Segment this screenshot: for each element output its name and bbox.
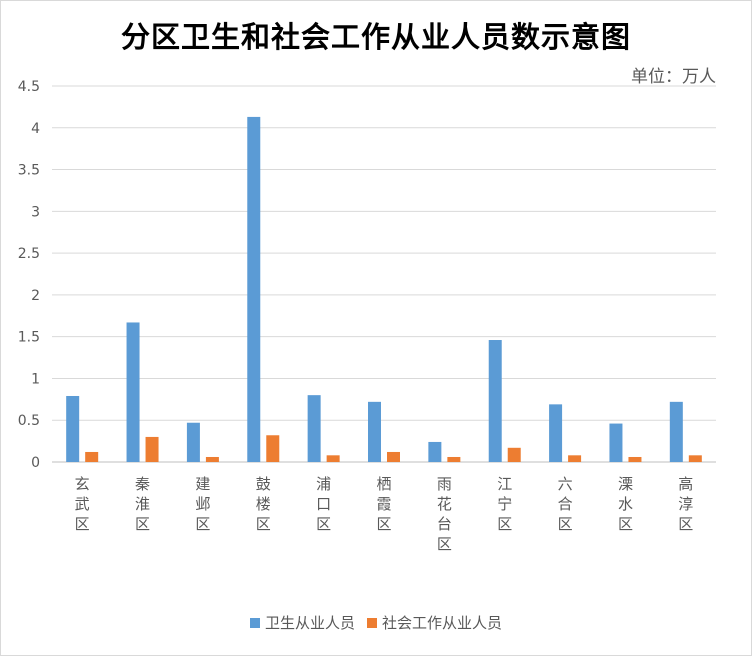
bar-health — [609, 423, 623, 462]
legend-item: 社会工作从业人员 — [367, 612, 502, 633]
x-category-label-char: 六 — [558, 475, 573, 493]
bar-health — [549, 404, 563, 462]
x-category-label-char: 江 — [497, 475, 512, 493]
x-category-label-char: 区 — [376, 515, 391, 533]
bar-social-work — [326, 455, 340, 462]
bar-social-work — [688, 455, 702, 462]
bar-social-work — [447, 456, 461, 462]
y-tick-label: 1.5 — [18, 330, 40, 346]
x-category-label-char: 浦 — [316, 475, 331, 493]
bar-health — [368, 401, 381, 462]
x-category-label-char: 区 — [678, 515, 693, 533]
x-category-label-char: 合 — [558, 495, 573, 513]
y-tick-label: 2 — [31, 288, 40, 304]
x-category-label-char: 区 — [256, 515, 271, 533]
bar-social-work — [145, 436, 159, 462]
bar-social-work — [387, 451, 400, 462]
y-tick-label: 3.5 — [18, 163, 40, 179]
x-category-label-char: 台 — [437, 515, 452, 533]
x-category-label-char: 区 — [135, 515, 150, 533]
bar-social-work — [507, 447, 521, 462]
bar-social-work — [628, 456, 642, 462]
x-category-label-char: 区 — [75, 515, 90, 533]
legend-label: 卫生从业人员 — [264, 614, 355, 632]
bar-social-work — [266, 435, 280, 462]
x-category-label-char: 玄 — [75, 475, 90, 493]
bar-health — [247, 116, 261, 462]
y-tick-label: 4.5 — [18, 79, 40, 95]
x-category-label-char: 淮 — [135, 495, 150, 513]
legend-item: 卫生从业人员 — [249, 612, 355, 633]
x-category-label-char: 高 — [678, 475, 693, 493]
bar-social-work — [205, 456, 219, 462]
x-category-label-char: 区 — [316, 515, 331, 533]
legend-swatch — [367, 617, 377, 628]
chart-title: 分区卫生和社会工作从业人员数示意图 — [120, 20, 631, 54]
x-category-label-char: 武 — [75, 495, 90, 513]
bar-health — [126, 322, 140, 462]
x-category-label-char: 花 — [437, 495, 452, 513]
bar-social-work — [85, 451, 99, 462]
x-category-label-char: 区 — [437, 535, 452, 553]
bar-social-work — [568, 455, 582, 462]
y-tick-label: 1 — [31, 371, 40, 387]
y-tick-label: 2.5 — [18, 246, 40, 262]
x-category-label-char: 楼 — [256, 495, 271, 513]
chart-legend: 卫生从业人员 社会工作从业人员 — [0, 612, 752, 633]
bar-health — [307, 395, 321, 462]
x-category-label-char: 溧 — [618, 475, 633, 493]
x-category-label-char: 雨 — [437, 475, 452, 493]
x-category-label-char: 区 — [618, 515, 633, 533]
unit-label: 单位：万人 — [631, 67, 716, 87]
x-category-label-char: 区 — [497, 515, 512, 533]
y-tick-label: 0.5 — [18, 413, 40, 429]
y-tick-label: 3 — [31, 204, 40, 220]
bar-health — [488, 340, 502, 462]
y-tick-label: 0 — [31, 455, 40, 471]
bar-health — [66, 395, 80, 462]
bar-health — [186, 422, 200, 462]
legend-swatch — [249, 617, 260, 628]
x-category-label-char: 宁 — [497, 495, 512, 513]
x-category-label-char: 鼓 — [256, 475, 271, 493]
x-category-label-char: 淳 — [678, 495, 693, 513]
y-tick-label: 4 — [31, 121, 40, 137]
x-category-label-char: 秦 — [135, 475, 150, 493]
bar-health — [428, 441, 442, 462]
x-category-label-char: 邺 — [195, 495, 210, 513]
bar-health — [669, 401, 683, 462]
x-category-label-char: 建 — [195, 475, 210, 493]
x-category-label-char: 口 — [316, 495, 331, 513]
x-category-label-char: 区 — [195, 515, 210, 533]
legend-label: 社会工作从业人员 — [382, 614, 503, 632]
x-category-label-char: 栖 — [376, 475, 391, 493]
x-category-label-char: 水 — [618, 495, 633, 513]
x-category-label-char: 区 — [558, 515, 573, 533]
x-category-label-char: 霞 — [376, 495, 391, 513]
